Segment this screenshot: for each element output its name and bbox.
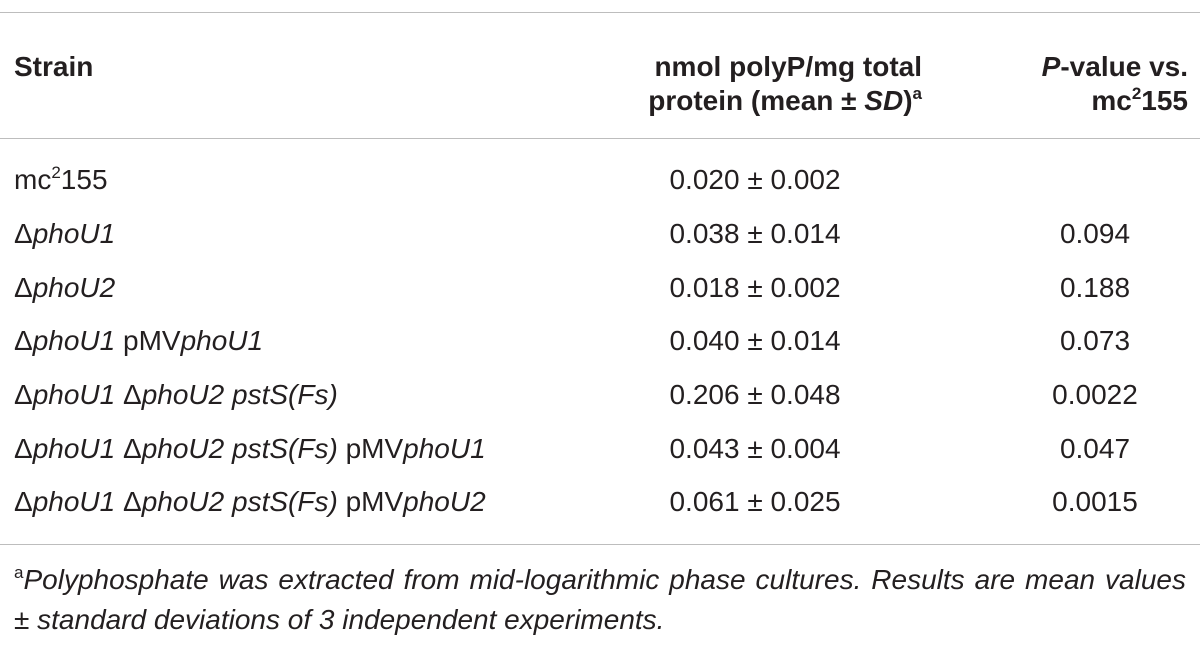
text: Δ [14, 218, 33, 249]
value-cell: 0.061 ± 0.025 [669, 486, 841, 517]
text: phoU1 [180, 325, 264, 356]
text: 2 [51, 163, 61, 182]
strain: mc2155 [14, 163, 108, 197]
text: pMV [123, 325, 181, 356]
text: phoU2 [32, 272, 116, 303]
text: Δ [14, 325, 33, 356]
text: phoU2 pstS(Fs) [141, 486, 338, 517]
text: Δ [14, 379, 33, 410]
strain: ΔphoU1 ΔphoU2 pstS(Fs) pMVphoU2 [14, 485, 486, 519]
text: phoU2 pstS(Fs) [141, 379, 338, 410]
text: Δ [123, 379, 142, 410]
p-value-cell: 0.0022 [1052, 379, 1138, 410]
header-value: nmol polyP/mg total protein (mean ± SD)a [560, 50, 922, 118]
bottom-rule [0, 544, 1200, 545]
strain: ΔphoU1 ΔphoU2 pstS(Fs) pMVphoU1 [14, 432, 486, 466]
strain: ΔphoU1 pMVphoU1 [14, 324, 263, 358]
value-cell: 0.038 ± 0.014 [669, 218, 841, 249]
text: pMV [345, 486, 404, 517]
text: mc [1091, 85, 1132, 116]
text: Polyphosphate was extracted from mid-log… [14, 564, 1186, 635]
p-value-cell: 0.188 [1059, 272, 1131, 303]
text: SD [864, 85, 904, 116]
text: -value vs. [1060, 51, 1188, 82]
footnote: aPolyphosphate was extracted from mid-lo… [14, 560, 1186, 640]
top-rule [0, 12, 1200, 13]
text: phoU2 pstS(Fs) [141, 433, 338, 464]
header-p-value: P-value vs. mc2155 [990, 50, 1188, 118]
p-value-cell: 0.094 [1059, 218, 1131, 249]
text: phoU1 [32, 486, 116, 517]
value-cell: 0.018 ± 0.002 [669, 272, 841, 303]
strain: ΔphoU2 [14, 271, 115, 305]
text: Δ [123, 433, 142, 464]
text: nmol polyP/mg total [654, 51, 922, 82]
text: protein (mean ± [648, 85, 857, 116]
text: phoU1 [403, 433, 486, 464]
value-cell: 0.040 ± 0.014 [669, 325, 841, 356]
text: mc [14, 164, 52, 195]
text: phoU1 [32, 218, 116, 249]
text: 2 [1131, 84, 1142, 103]
value-cell: 0.020 ± 0.002 [669, 164, 841, 195]
header-strain: Strain [14, 51, 94, 82]
value-cell: 0.043 ± 0.004 [669, 433, 841, 464]
text: 155 [60, 164, 108, 195]
text: Δ [14, 486, 33, 517]
text: phoU1 [32, 433, 116, 464]
text: pMV [345, 433, 404, 464]
text: 155 [1141, 85, 1188, 116]
text: Δ [14, 433, 33, 464]
strain: ΔphoU1 [14, 217, 115, 251]
text: phoU1 [32, 325, 116, 356]
p-value-cell: 0.047 [1059, 433, 1131, 464]
strain: ΔphoU1 ΔphoU2 pstS(Fs) [14, 378, 338, 412]
text: ) [903, 85, 913, 116]
header-rule [0, 138, 1200, 139]
text: phoU1 [32, 379, 116, 410]
value-cell: 0.206 ± 0.048 [669, 379, 841, 410]
note-mark: a [14, 563, 24, 582]
text: P [1041, 51, 1061, 82]
text: phoU2 [403, 486, 486, 517]
text: Δ [123, 486, 142, 517]
p-value-cell: 0.0015 [1052, 486, 1138, 517]
note-mark: a [912, 84, 922, 103]
p-value-cell: 0.073 [1059, 325, 1131, 356]
text: Δ [14, 272, 33, 303]
